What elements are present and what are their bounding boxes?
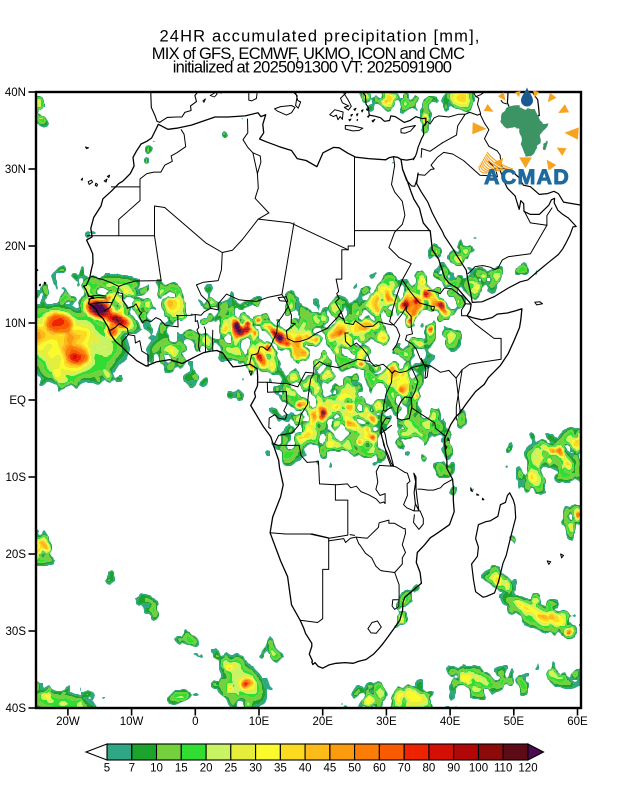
svg-text:40S: 40S [6,703,27,715]
svg-text:25: 25 [224,763,237,775]
svg-text:24HR accumulated precipitation: 24HR accumulated precipitation [mm], [159,28,480,46]
svg-text:120: 120 [518,763,537,775]
svg-text:30E: 30E [376,716,397,728]
svg-text:20N: 20N [5,241,26,253]
svg-text:10N: 10N [5,318,26,330]
svg-text:20S: 20S [6,549,27,561]
svg-text:60E: 60E [567,716,588,728]
svg-text:40E: 40E [440,716,461,728]
svg-text:100: 100 [469,763,488,775]
svg-text:35: 35 [274,763,287,775]
svg-text:60: 60 [373,763,386,775]
svg-text:10E: 10E [249,716,270,728]
svg-text:15: 15 [175,763,188,775]
svg-text:20: 20 [200,763,213,775]
svg-text:10W: 10W [120,716,144,728]
svg-text:40: 40 [299,763,312,775]
svg-text:7: 7 [129,763,135,775]
svg-text:40N: 40N [5,87,26,99]
svg-text:20E: 20E [312,716,333,728]
svg-text:20W: 20W [56,716,80,728]
svg-text:MIX of GFS, ECMWF, UKMO, ICON: MIX of GFS, ECMWF, UKMO, ICON and CMC [152,45,465,63]
svg-text:50: 50 [348,763,361,775]
svg-text:30N: 30N [5,164,26,176]
svg-text:80: 80 [423,763,436,775]
svg-text:5: 5 [104,763,110,775]
svg-text:0: 0 [192,716,198,728]
svg-text:10: 10 [150,763,163,775]
svg-text:90: 90 [447,763,460,775]
svg-text:45: 45 [324,763,337,775]
svg-text:ACMAD: ACMAD [484,165,570,189]
svg-text:10S: 10S [6,472,27,484]
svg-text:EQ: EQ [9,395,26,407]
svg-text:30S: 30S [6,626,27,638]
svg-text:initialized at 2025091300 VT:: initialized at 2025091300 VT: 2025091900 [173,59,452,77]
svg-text:50E: 50E [504,716,525,728]
svg-text:30: 30 [249,763,262,775]
svg-text:70: 70 [398,763,411,775]
svg-text:110: 110 [494,763,512,775]
